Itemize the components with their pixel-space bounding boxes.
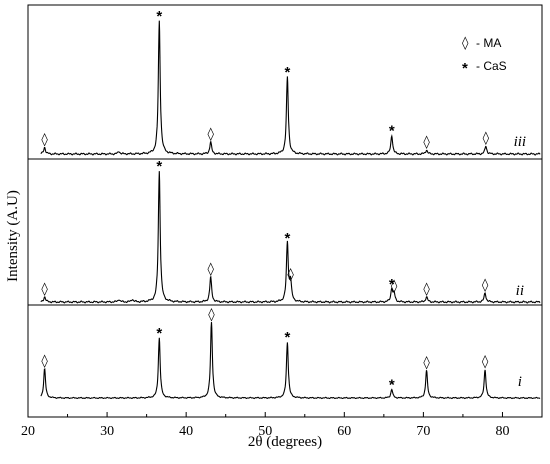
x-tick-label-80: 80: [495, 424, 509, 439]
ma-peak-marker-i-70.4: ◊: [423, 355, 430, 370]
plot-frame: [27, 4, 543, 418]
cas-peak-marker-ii-52.8: *: [284, 230, 290, 247]
pattern-label-ii: ii: [516, 283, 524, 299]
ma-peak-marker-ii-53.2: ◊: [287, 267, 294, 282]
x-tick-label-30: 30: [100, 424, 114, 439]
cas-peak-marker-iii-52.8: *: [284, 64, 290, 81]
x-axis-ticks: 20 30 40 50 60 70 80: [21, 412, 543, 439]
ma-peak-marker-ii-22.1: ◊: [41, 282, 48, 297]
x-tick-label-20: 20: [21, 424, 35, 439]
x-tick-label-60: 60: [337, 424, 351, 439]
ma-peak-marker-iii-77.9: ◊: [483, 131, 490, 146]
x-tick-label-50: 50: [258, 424, 272, 439]
trace-ii: [40, 171, 541, 304]
legend-label-ma: - MA: [476, 36, 501, 50]
ma-peak-marker-ii-66.3: ◊: [391, 279, 398, 294]
y-axis-title: Intensity (A.U): [5, 190, 21, 282]
ma-peak-marker-i-22.1: ◊: [41, 354, 48, 369]
x-tick-label-70: 70: [416, 424, 430, 439]
trace-i: [40, 322, 541, 400]
ma-peak-marker-iii-22.1: ◊: [41, 132, 48, 147]
cas-peak-marker-i-66: *: [389, 376, 395, 393]
legend-label-cas: - CaS: [476, 59, 507, 73]
cas-peak-marker-ii-66: *: [389, 276, 395, 293]
cas-peak-marker-iii-66: *: [389, 122, 395, 139]
legend-star-icon: *: [462, 60, 468, 77]
ma-peak-marker-i-77.8: ◊: [482, 355, 489, 370]
pattern-label-iii: iii: [514, 134, 527, 150]
diffraction-traces: [40, 20, 541, 400]
cas-peak-marker-ii-36.6: *: [156, 158, 162, 175]
peak-markers: ◊*◊**◊ ◊◊*◊*◊*◊ ◊ ◊◊*◊**◊ ◊: [41, 8, 489, 393]
pattern-label-i: i: [518, 374, 522, 390]
ma-peak-marker-ii-77.8: ◊: [482, 278, 489, 293]
legend: ◊ - MA * - CaS: [462, 36, 507, 77]
ma-peak-marker-iii-43.1: ◊: [207, 127, 214, 142]
x-tick-label-40: 40: [179, 424, 193, 439]
x-axis-title: 2θ (degrees): [248, 434, 322, 450]
trace-iii: [40, 20, 541, 156]
cas-peak-marker-i-52.8: *: [284, 329, 290, 346]
cas-peak-marker-iii-36.6: *: [156, 8, 162, 25]
cas-peak-marker-i-36.6: *: [156, 325, 162, 342]
ma-peak-marker-i-43.2: ◊: [208, 307, 215, 322]
ma-peak-marker-iii-70.4: ◊: [423, 135, 430, 150]
ma-peak-marker-ii-70.4: ◊: [423, 282, 430, 297]
legend-diamond-icon: ◊: [462, 36, 469, 51]
ma-peak-marker-ii-43.1: ◊: [207, 262, 214, 277]
